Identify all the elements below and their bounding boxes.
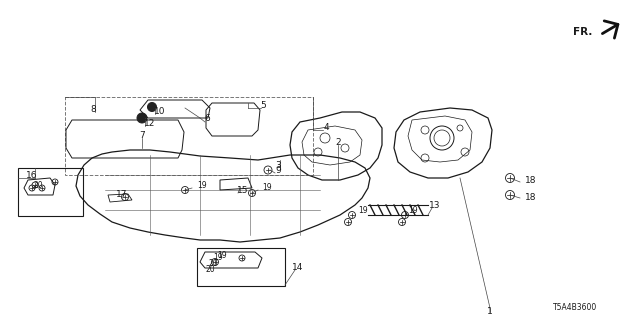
Text: 20: 20 [33,180,43,189]
Text: 8: 8 [90,105,96,114]
Text: 17: 17 [116,189,128,198]
Text: 20: 20 [205,266,215,275]
Text: 1: 1 [487,308,493,316]
Circle shape [147,102,157,111]
Text: 19: 19 [197,180,207,189]
Text: 19: 19 [217,252,227,260]
Text: 10: 10 [154,107,166,116]
Text: T5A4B3600: T5A4B3600 [553,303,597,313]
Text: 18: 18 [525,175,536,185]
Text: 5: 5 [260,100,266,109]
Text: 19: 19 [262,182,271,191]
Text: 19: 19 [358,205,367,214]
Bar [197,248,285,286]
Text: 19: 19 [213,253,223,262]
Text: 19: 19 [408,205,418,214]
Text: 13: 13 [429,201,441,210]
Text: 4: 4 [323,123,329,132]
Text: 20: 20 [208,259,218,268]
Text: 7: 7 [139,131,145,140]
Text: FR.: FR. [573,27,592,37]
Text: 12: 12 [144,118,156,127]
Text: 15: 15 [237,186,249,195]
Bar [65,97,313,175]
Text: 16: 16 [26,171,38,180]
Text: 6: 6 [204,114,210,123]
Bar [18,168,83,216]
Text: 18: 18 [525,193,536,202]
Text: 2: 2 [335,138,341,147]
Text: 9: 9 [275,165,281,174]
Circle shape [137,113,147,123]
Text: 14: 14 [292,262,304,271]
Text: 3: 3 [275,161,281,170]
